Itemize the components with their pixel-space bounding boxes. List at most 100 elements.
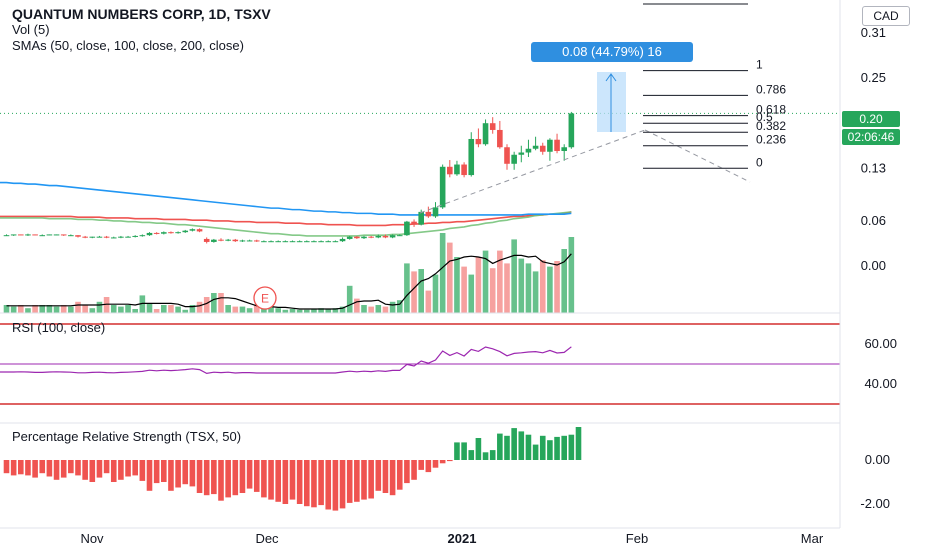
earnings-circle: [253, 286, 277, 310]
relative-strength-bar: [354, 460, 360, 502]
volume-bar: [447, 242, 453, 313]
relative-strength-legend[interactable]: Percentage Relative Strength (TSX, 50): [12, 429, 242, 444]
relative-strength-bar: [25, 460, 31, 476]
relative-strength-bar: [118, 460, 124, 480]
candle-body: [239, 240, 246, 242]
volume-bar: [246, 308, 253, 313]
candle-body: [368, 236, 374, 238]
candle-body: [218, 239, 224, 241]
relative-strength-bar: [289, 460, 296, 500]
candle-body: [447, 166, 453, 175]
sma-legend[interactable]: SMAs (50, close, 100, close, 200, close): [12, 38, 244, 53]
volume-bar: [89, 308, 96, 313]
candle-body: [203, 238, 210, 242]
volume-bar: [396, 300, 403, 313]
volume-bar: [525, 263, 532, 313]
candle-body: [461, 164, 467, 176]
price-tick-label: 0.25: [861, 70, 886, 85]
candle-body: [568, 113, 575, 148]
volume-legend[interactable]: Vol (5): [12, 22, 50, 37]
volume-bar: [418, 269, 424, 313]
candle-body: [325, 241, 332, 243]
relative-strength-bar: [161, 460, 167, 482]
relative-strength-bar: [132, 460, 138, 476]
candle-body: [318, 241, 324, 243]
volume-bar: [153, 309, 160, 313]
volume-bar: [432, 274, 439, 313]
relative-strength-bar: [396, 460, 403, 490]
candle-body: [225, 239, 231, 241]
candle-body: [89, 236, 96, 238]
volume-ma-line: [6, 253, 572, 310]
candle-body: [139, 235, 146, 237]
measure-callout: 0.08 (44.79%) 16: [531, 42, 693, 62]
symbol-title[interactable]: QUANTUM NUMBERS CORP, 1D, TSXV: [12, 6, 271, 22]
candle-body: [497, 129, 503, 148]
relative-strength-bar: [46, 460, 53, 477]
rsi-legend[interactable]: RSI (100, close): [12, 320, 106, 335]
relative-strength-bar: [225, 460, 231, 498]
fib-level-label: 0.786: [756, 82, 786, 96]
candle-body: [389, 235, 396, 238]
fib-trend-line: [419, 129, 646, 214]
volume-bar: [468, 274, 475, 313]
candle-body: [46, 234, 53, 236]
time-tick-label: Nov: [80, 531, 104, 546]
candle-body: [175, 232, 181, 234]
candle-body: [439, 166, 446, 208]
relative-strength-bar: [282, 460, 289, 504]
candle-body: [211, 239, 217, 242]
relative-strength-bar: [60, 460, 67, 478]
volume-bar: [175, 306, 181, 313]
volume-bar: [318, 308, 324, 313]
fib-level-label: 0.618: [756, 103, 786, 117]
relative-strength-bar: [404, 460, 410, 484]
relative-strength-bar: [261, 460, 267, 498]
fib-level-label: 0.5: [756, 110, 773, 124]
candle-body: [110, 237, 117, 239]
candle-body: [296, 241, 303, 243]
volume-bar: [96, 301, 103, 313]
volume-bar: [32, 305, 38, 313]
relative-strength-bar: [504, 435, 510, 460]
candle-body: [153, 232, 160, 234]
volume-bar: [203, 297, 210, 313]
relative-strength-bar: [239, 460, 246, 493]
volume-bar: [3, 305, 10, 313]
candle-body: [189, 229, 196, 231]
candle-body: [3, 235, 10, 237]
candle-body: [547, 139, 553, 152]
candle-body: [268, 241, 274, 243]
relative-strength-bar: [275, 460, 281, 502]
candle-body: [10, 234, 17, 236]
volume-bar: [346, 285, 353, 313]
relative-strength-bar: [146, 460, 153, 491]
relative-strength-bar: [196, 460, 203, 493]
candle-body: [68, 235, 74, 237]
candle-body: [18, 234, 24, 236]
volume-bar: [53, 306, 60, 313]
candle-body: [539, 145, 546, 152]
relative-strength-bar: [339, 460, 346, 509]
volume-bar: [196, 301, 203, 313]
volume-bar: [132, 309, 138, 313]
volume-bar: [554, 261, 560, 313]
relative-strength-bar: [539, 435, 546, 460]
candle-body: [554, 139, 560, 152]
currency-button[interactable]: CAD: [862, 6, 910, 26]
volume-bar: [339, 306, 346, 313]
volume-bar: [268, 306, 274, 313]
candle-body: [146, 232, 153, 236]
relative-strength-bar: [89, 460, 96, 482]
relative-strength-bar: [332, 460, 339, 511]
candle-body: [275, 241, 281, 243]
volume-bar: [311, 309, 317, 313]
relative-strength-bar: [547, 440, 553, 460]
relative-strength-bar: [125, 460, 131, 477]
volume-bar: [561, 249, 567, 313]
candle-body: [289, 241, 296, 243]
relative-strength-bar: [439, 460, 446, 464]
candle-body: [118, 236, 124, 238]
